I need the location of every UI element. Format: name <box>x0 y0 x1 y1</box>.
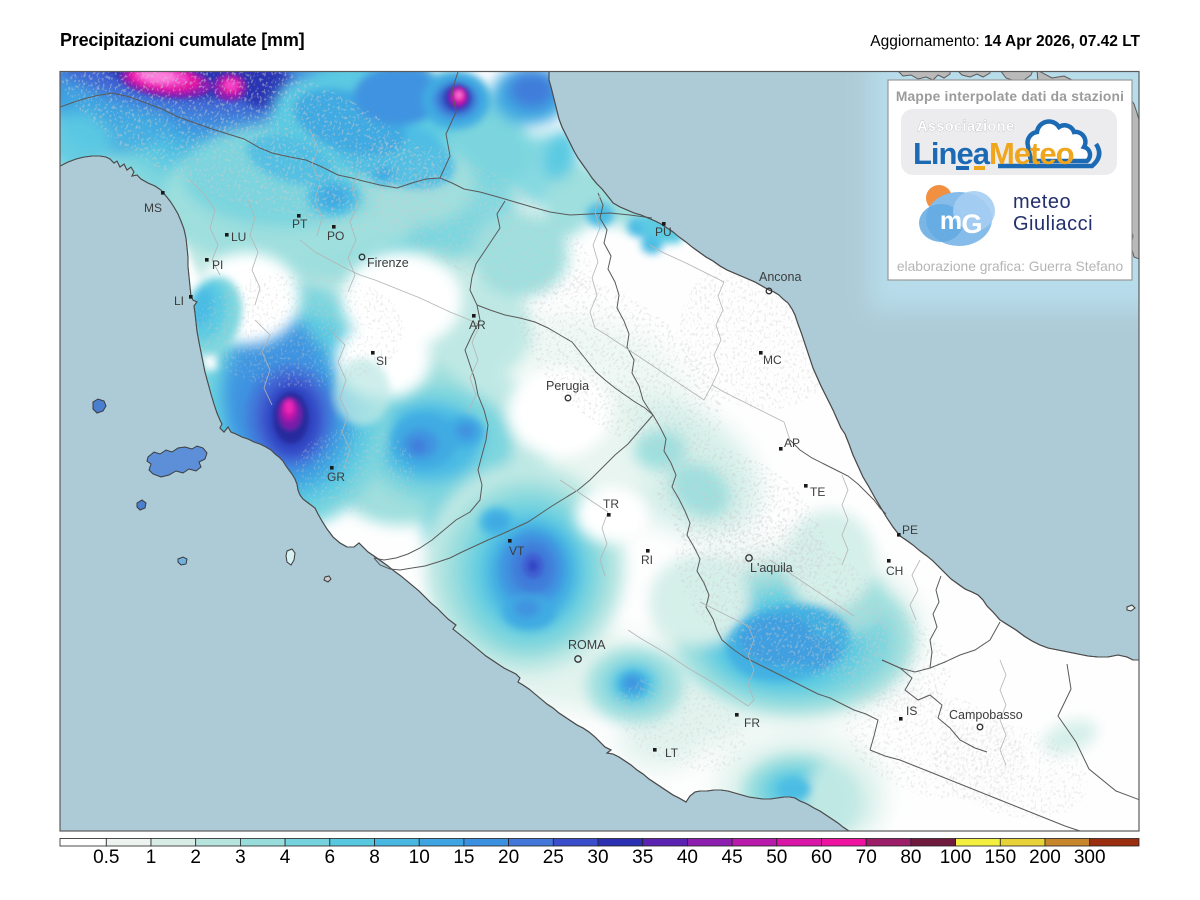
svg-text:Precipitazioni cumulate [mm]: Precipitazioni cumulate [mm] <box>60 30 304 50</box>
svg-text:80: 80 <box>900 847 921 868</box>
svg-text:LU: LU <box>231 230 246 244</box>
svg-text:Ancona: Ancona <box>759 270 801 284</box>
svg-text:1: 1 <box>146 847 157 868</box>
svg-text:20: 20 <box>498 847 519 868</box>
svg-text:elaborazione grafica: Guerra S: elaborazione grafica: Guerra Stefano <box>897 259 1124 274</box>
svg-text:30: 30 <box>587 847 608 868</box>
svg-text:Giuliacci: Giuliacci <box>1013 213 1093 235</box>
svg-text:GR: GR <box>327 470 345 484</box>
svg-text:MS: MS <box>144 201 162 215</box>
svg-text:45: 45 <box>722 847 743 868</box>
svg-text:PU: PU <box>655 225 672 239</box>
svg-text:RI: RI <box>641 553 653 567</box>
svg-text:MC: MC <box>763 353 782 367</box>
svg-text:VT: VT <box>509 544 525 558</box>
svg-text:SI: SI <box>376 354 387 368</box>
svg-text:15: 15 <box>453 847 474 868</box>
svg-text:70: 70 <box>856 847 877 868</box>
svg-text:PT: PT <box>292 217 308 231</box>
svg-text:PI: PI <box>212 258 223 272</box>
svg-text:2: 2 <box>190 847 201 868</box>
svg-text:G: G <box>961 209 982 239</box>
svg-text:10: 10 <box>409 847 430 868</box>
svg-text:TE: TE <box>810 485 825 499</box>
svg-text:35: 35 <box>632 847 653 868</box>
svg-text:CH: CH <box>886 564 903 578</box>
svg-text:IS: IS <box>906 704 917 718</box>
svg-text:FR: FR <box>744 716 760 730</box>
svg-text:L'aquila: L'aquila <box>750 561 793 575</box>
svg-text:Aggiornamento: 14 Apr 2026, 0: Aggiornamento: 14 Apr 2026, 07.42 LT <box>870 33 1140 50</box>
svg-text:Mappe interpolate dati da staz: Mappe interpolate dati da stazioni <box>896 89 1124 104</box>
svg-text:50: 50 <box>766 847 787 868</box>
svg-text:8: 8 <box>369 847 380 868</box>
svg-text:Campobasso: Campobasso <box>949 708 1023 722</box>
svg-text:LT: LT <box>665 746 679 760</box>
svg-text:PO: PO <box>327 229 344 243</box>
svg-text:meteo: meteo <box>1013 191 1071 213</box>
svg-text:4: 4 <box>280 847 291 868</box>
svg-text:25: 25 <box>543 847 564 868</box>
svg-text:LineaMeteo: LineaMeteo <box>913 136 1074 171</box>
svg-text:6: 6 <box>325 847 336 868</box>
svg-text:3: 3 <box>235 847 246 868</box>
svg-text:40: 40 <box>677 847 698 868</box>
svg-text:300: 300 <box>1074 847 1106 868</box>
svg-text:Firenze: Firenze <box>367 256 409 270</box>
svg-text:LI: LI <box>174 294 184 308</box>
svg-text:Perugia: Perugia <box>546 379 589 393</box>
svg-text:m: m <box>940 207 962 235</box>
svg-text:ROMA: ROMA <box>568 638 606 652</box>
svg-text:150: 150 <box>984 847 1016 868</box>
svg-text:60: 60 <box>811 847 832 868</box>
svg-text:100: 100 <box>940 847 972 868</box>
svg-text:200: 200 <box>1029 847 1061 868</box>
svg-text:TR: TR <box>603 497 619 511</box>
svg-text:Associazione: Associazione <box>917 119 1014 135</box>
svg-text:AR: AR <box>469 318 486 332</box>
svg-text:AP: AP <box>784 436 800 450</box>
svg-text:PE: PE <box>902 523 918 537</box>
svg-text:0.5: 0.5 <box>93 847 119 868</box>
